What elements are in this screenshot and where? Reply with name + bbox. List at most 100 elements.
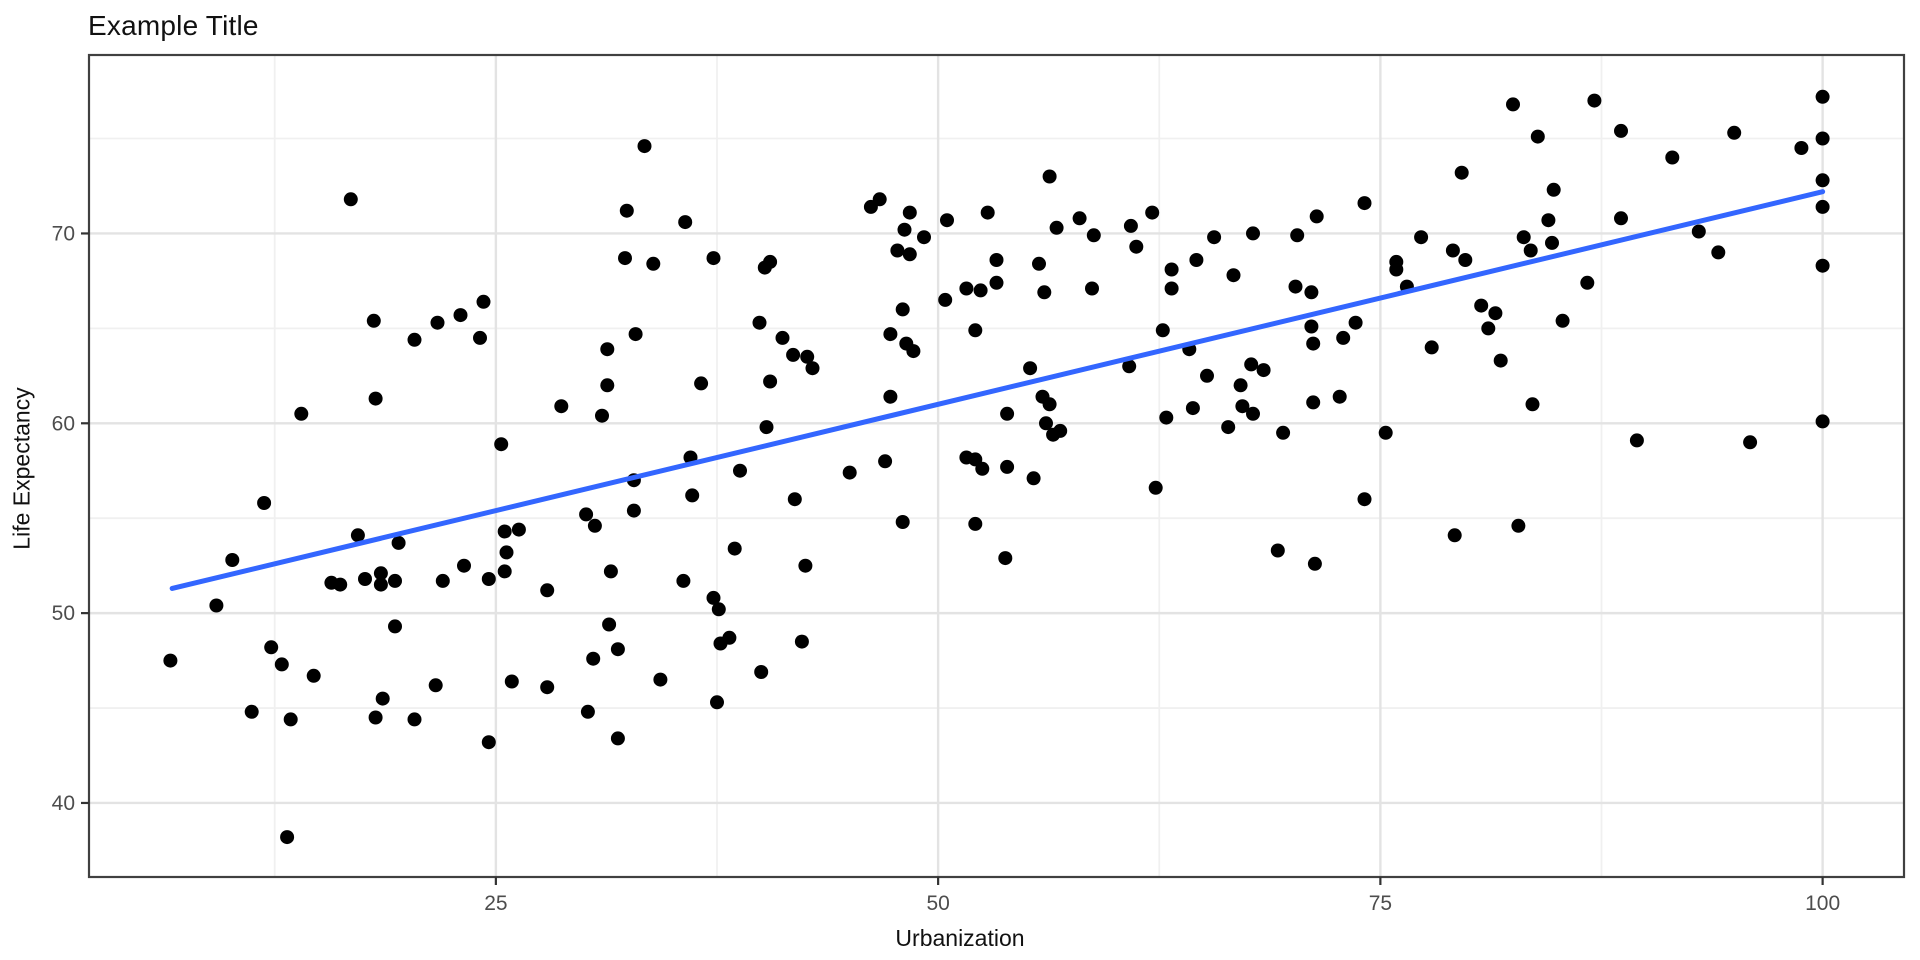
data-point (1233, 378, 1248, 393)
data-point (1200, 368, 1214, 383)
data-point (473, 330, 487, 345)
data-point (481, 735, 496, 750)
data-point (1244, 357, 1259, 372)
data-point (209, 598, 224, 613)
x-axis-title: Urbanization (895, 925, 1025, 951)
data-point (800, 349, 815, 364)
data-point (283, 712, 298, 727)
data-point (1155, 323, 1170, 338)
data-point (358, 572, 372, 586)
data-point (1541, 213, 1556, 228)
data-point (1049, 220, 1064, 235)
data-point (759, 420, 774, 435)
data-point (579, 507, 594, 522)
chart-title: Example Title (88, 10, 259, 41)
data-point (1815, 173, 1830, 188)
data-point (610, 731, 625, 746)
data-point (244, 704, 259, 719)
data-point (1072, 211, 1087, 226)
data-point (1164, 262, 1179, 277)
y-tick-label: 40 (52, 792, 75, 815)
data-point (373, 577, 388, 592)
data-point (872, 192, 887, 207)
data-point (1053, 423, 1068, 438)
data-point (798, 558, 813, 573)
data-point (883, 327, 898, 342)
data-point (902, 205, 917, 220)
data-point (407, 712, 422, 727)
data-point (1530, 129, 1545, 144)
trend-line-layer (169, 189, 1826, 591)
data-point (1000, 406, 1015, 421)
data-point (1306, 336, 1321, 351)
data-point (968, 323, 983, 338)
data-point (257, 496, 272, 510)
data-point (883, 389, 898, 404)
major-gridlines (89, 55, 1904, 877)
data-point (706, 251, 721, 266)
data-point (1546, 182, 1561, 197)
data-point (494, 437, 509, 452)
data-point (1458, 253, 1473, 267)
data-point (805, 361, 820, 376)
data-point (1042, 397, 1057, 412)
data-point (1414, 230, 1429, 245)
data-point (476, 294, 491, 309)
data-point (676, 573, 691, 588)
y-axis-title: Life Expectancy (8, 387, 35, 550)
data-point (1221, 420, 1236, 435)
data-point (754, 665, 769, 679)
data-point (1711, 245, 1726, 260)
data-point (1270, 543, 1285, 558)
data-point (1123, 218, 1138, 233)
data-point (1511, 518, 1526, 533)
data-point (499, 545, 514, 560)
data-point (1207, 230, 1222, 245)
data-point (989, 253, 1004, 267)
data-point (306, 668, 321, 683)
data-point (895, 515, 910, 529)
minor-gridlines (89, 55, 1904, 877)
data-point (163, 653, 178, 668)
data-point (1614, 211, 1628, 226)
data-point (775, 330, 790, 345)
data-point (388, 619, 402, 634)
data-point (938, 292, 953, 307)
data-point (711, 602, 726, 617)
data-point (580, 704, 595, 719)
data-point (391, 535, 406, 550)
data-point (1145, 205, 1160, 220)
data-point (998, 551, 1013, 566)
data-point (1304, 285, 1319, 300)
data-point (1424, 340, 1439, 355)
data-point (1445, 243, 1460, 258)
data-point (368, 710, 383, 725)
data-point (1629, 433, 1644, 448)
data-point (706, 590, 721, 605)
data-point (1555, 313, 1570, 328)
data-point (989, 275, 1004, 290)
data-point (595, 408, 609, 423)
data-point (1516, 230, 1531, 245)
data-point (1000, 459, 1015, 474)
data-point (1357, 492, 1372, 507)
data-point (1276, 425, 1291, 440)
data-point (1794, 141, 1809, 155)
data-point (603, 564, 618, 579)
data-point (1042, 169, 1057, 184)
data-point (890, 243, 905, 258)
data-point (587, 518, 602, 533)
data-point (968, 516, 983, 531)
data-point (600, 342, 615, 357)
data-point (457, 558, 471, 573)
data-point (710, 695, 724, 710)
data-point (540, 583, 555, 598)
data-point (1815, 414, 1830, 429)
data-point (343, 192, 358, 207)
data-point (1493, 353, 1508, 368)
data-point (1481, 321, 1496, 336)
data-point (1304, 319, 1319, 334)
data-point (1348, 315, 1363, 330)
data-point (511, 522, 526, 537)
data-point (980, 205, 995, 220)
